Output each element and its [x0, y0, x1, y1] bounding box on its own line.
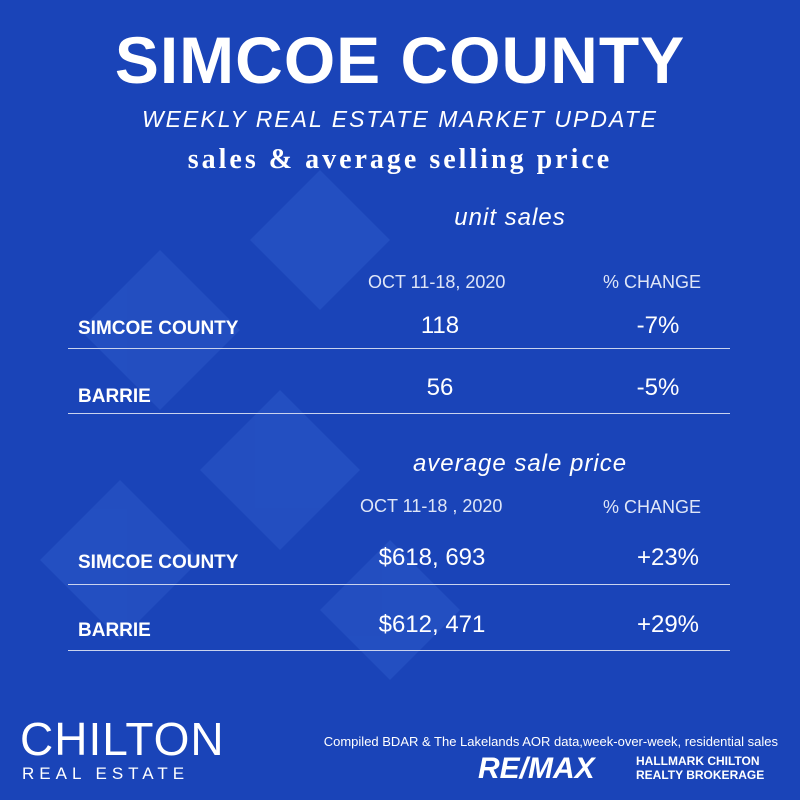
row-label: SIMCOE COUNTY: [78, 552, 239, 573]
logo: CHILTON: [20, 713, 225, 765]
cell: -7%: [636, 312, 680, 339]
divider: [68, 650, 730, 651]
brand-subtitle: HALLMARK CHILTON REALTY BROKERAGE: [636, 754, 765, 782]
title: SIMCOE COUNTY: [114, 23, 686, 97]
column-header: % CHANGE: [603, 272, 702, 292]
cell: +23%: [636, 544, 700, 571]
divider: [68, 584, 730, 585]
column-header: OCT 11-18, 2020: [368, 272, 506, 292]
column-header: OCT 11-18 , 2020: [360, 496, 503, 516]
cell: +29%: [636, 611, 700, 638]
subtitle: WEEKLY REAL ESTATE MARKET UPDATE: [141, 106, 659, 132]
row-label: BARRIE: [78, 386, 151, 407]
cell: $618, 693: [378, 544, 486, 571]
column-header: % CHANGE: [603, 497, 702, 517]
row-label: BARRIE: [78, 620, 151, 641]
brand: RE/MAX: [478, 752, 595, 785]
subtitle: sales & average selling price: [187, 144, 613, 175]
cell: -5%: [636, 374, 680, 401]
cell: $612, 471: [378, 611, 486, 638]
logo-subtitle: REAL ESTATE: [22, 764, 190, 783]
cell: 118: [420, 312, 460, 339]
row-label: SIMCOE COUNTY: [78, 318, 239, 339]
divider: [68, 413, 730, 414]
section-title: average sale price: [412, 450, 628, 477]
footnote: Compiled BDAR & The Lakelands AOR data,w…: [323, 734, 778, 749]
divider: [68, 348, 730, 349]
cell: 56: [426, 374, 454, 401]
section-title: unit sales: [454, 204, 566, 231]
